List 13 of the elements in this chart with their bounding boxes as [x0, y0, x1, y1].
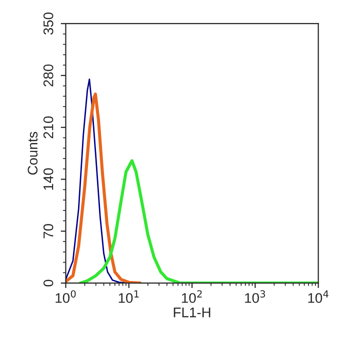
x-tick-label: 10$^{4}$: [308, 290, 328, 303]
y-tick-label: 140: [43, 168, 54, 190]
y-tick-label: 280: [43, 64, 54, 86]
x-tick-label: 10$^{0}$: [56, 290, 76, 303]
y-tick-label: 210: [43, 116, 54, 138]
x-axis-title: FL1-H: [174, 308, 210, 318]
x-tick-label: 10$^{3}$: [245, 290, 266, 303]
y-axis-title: Counts: [28, 132, 38, 175]
y-tick-label: 0: [43, 280, 54, 286]
y-tick-label: 350: [43, 12, 54, 35]
x-tick-label: 10$^{2}$: [182, 290, 202, 303]
x-tick-label: 10$^{1}$: [118, 290, 139, 303]
y-tick-label: 70: [43, 224, 54, 238]
